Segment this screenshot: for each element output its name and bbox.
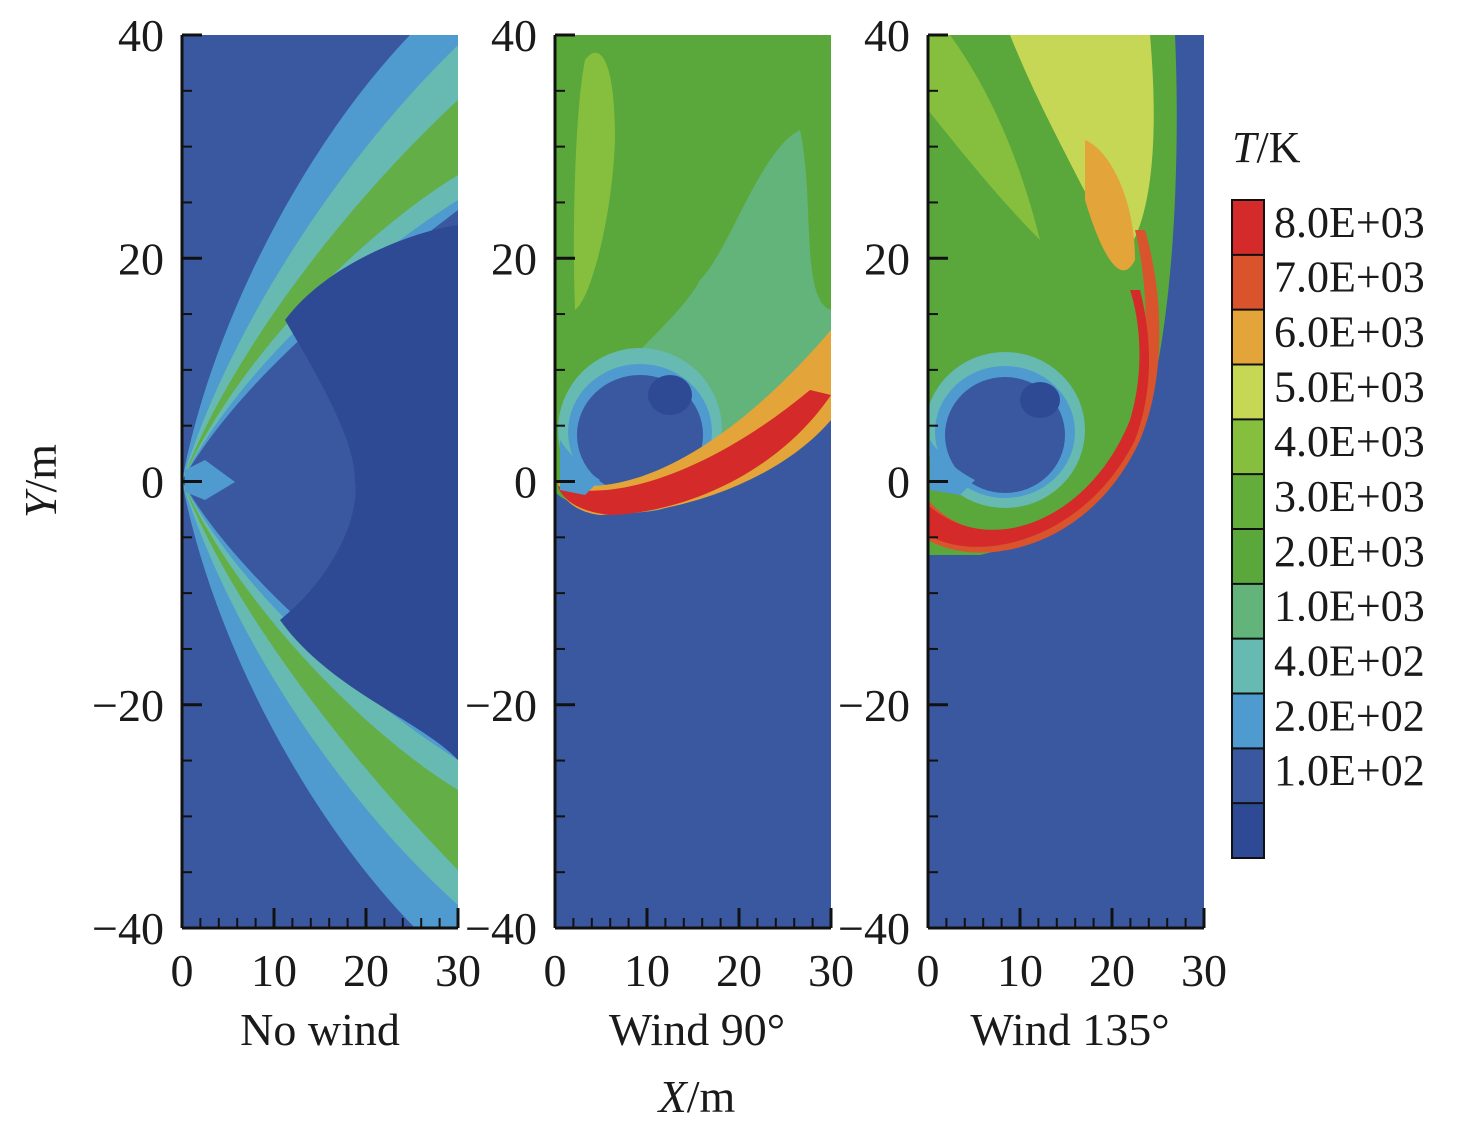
y-tick-label: 0 — [141, 457, 164, 508]
x-tick-label: 20 — [716, 945, 762, 996]
colorbar-swatch — [1232, 529, 1264, 585]
colorbar-title-unit: /K — [1256, 123, 1300, 172]
colorbar-swatch — [1232, 693, 1264, 749]
colorbar-swatch — [1232, 583, 1264, 640]
panel-title-wind-135: Wind 135° — [970, 1004, 1169, 1055]
x-tick-label: 10 — [997, 945, 1043, 996]
panel-wind-135 — [928, 35, 1204, 928]
contour-field-no-wind — [182, 35, 458, 928]
colorbar-swatch — [1232, 748, 1264, 804]
contour-field-wind-135 — [928, 35, 1204, 928]
colorbar-swatch — [1232, 364, 1264, 420]
y-tick-label: 40 — [118, 10, 164, 61]
y-axis-label-var: Y — [15, 488, 66, 518]
y-tick-label: −20 — [92, 680, 164, 731]
y-tick-label: −40 — [92, 903, 164, 954]
colorbar-swatch — [1232, 200, 1264, 256]
x-tick-label: 0 — [544, 945, 567, 996]
x-axis-label-var: X — [657, 1071, 689, 1122]
colorbar-swatch — [1232, 803, 1264, 859]
panel-wind-90 — [555, 35, 831, 928]
colorbar-level-label: 8.0E+03 — [1274, 198, 1425, 247]
colorbar-level-label: 5.0E+03 — [1274, 362, 1425, 411]
colorbar-level-label: 7.0E+03 — [1274, 253, 1425, 302]
panel-title-no-wind: No wind — [240, 1004, 400, 1055]
x-tick-label: 10 — [624, 945, 670, 996]
colorbar-level-label: 1.0E+03 — [1274, 582, 1425, 631]
colorbar-swatch — [1232, 254, 1264, 311]
y-tick-label: 20 — [864, 233, 910, 284]
y-tick-label: 0 — [887, 457, 910, 508]
x-tick-label: 0 — [917, 945, 940, 996]
colorbar-level-label: 6.0E+03 — [1274, 308, 1425, 357]
y-tick-label: 40 — [864, 10, 910, 61]
y-tick-label: 0 — [514, 457, 537, 508]
colorbar-swatch — [1232, 309, 1264, 365]
y-axis-label-unit: /m — [15, 444, 66, 493]
x-tick-label: 30 — [435, 945, 481, 996]
colorbar-level-label: 4.0E+03 — [1274, 417, 1425, 466]
panel-no-wind — [182, 35, 458, 928]
colorbar-level-label: 1.0E+02 — [1274, 746, 1425, 795]
x-tick-label: 0 — [171, 945, 194, 996]
x-tick-label: 20 — [1089, 945, 1135, 996]
x-tick-label: 10 — [251, 945, 297, 996]
y-tick-label: 20 — [118, 233, 164, 284]
colorbar-swatch — [1232, 474, 1264, 530]
contour-field-wind-90 — [555, 35, 831, 928]
y-tick-label: −40 — [838, 903, 910, 954]
colorbar-level-label: 2.0E+03 — [1274, 527, 1425, 576]
colorbar-swatch — [1232, 638, 1264, 694]
colorbar-level-label: 4.0E+02 — [1274, 637, 1425, 686]
x-tick-label: 30 — [1181, 945, 1227, 996]
x-axis-label: X/m — [657, 1071, 736, 1122]
colorbar-title-var: T — [1232, 123, 1260, 172]
colorbar-title: T/K — [1232, 123, 1301, 172]
colorbar: 8.0E+03 7.0E+03 6.0E+03 5.0E+03 4.0E+03 3.0E+… — [1231, 198, 1425, 859]
colorbar-swatch — [1232, 419, 1264, 475]
colorbar-level-label: 2.0E+02 — [1274, 691, 1425, 740]
y-tick-label: 40 — [491, 10, 537, 61]
colorbar-level-label: 3.0E+03 — [1274, 472, 1425, 521]
y-tick-label: 20 — [491, 233, 537, 284]
x-tick-label: 30 — [808, 945, 854, 996]
y-axis-label: Y/m — [15, 444, 66, 518]
y-tick-label: −20 — [465, 680, 537, 731]
x-axis-label-unit: /m — [687, 1071, 736, 1122]
y-tick-label: −20 — [838, 680, 910, 731]
x-tick-label: 20 — [343, 945, 389, 996]
panel-title-wind-90: Wind 90° — [609, 1004, 785, 1055]
y-tick-label: −40 — [465, 903, 537, 954]
